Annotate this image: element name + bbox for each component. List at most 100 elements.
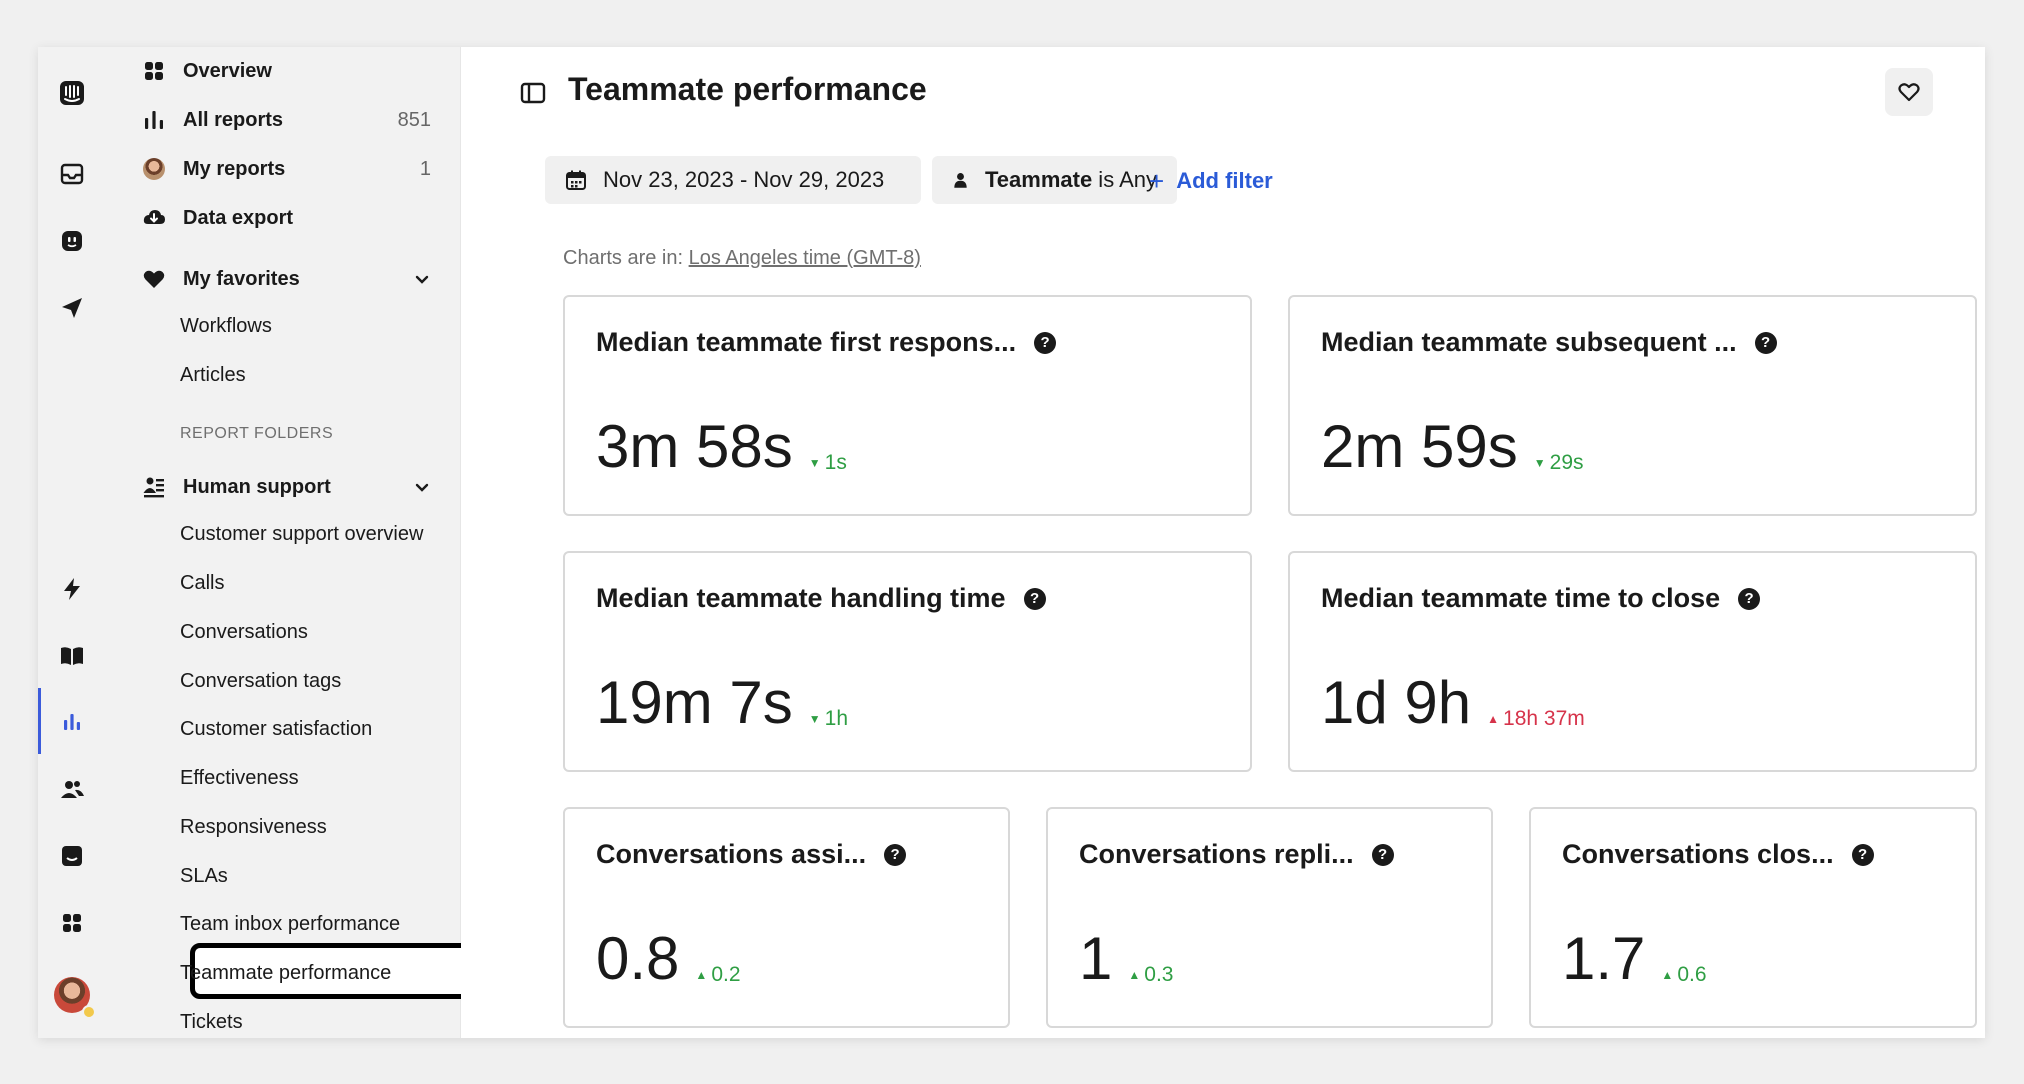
icon-rail [38,47,106,1038]
messages-icon[interactable] [52,836,92,876]
contacts-icon[interactable] [52,769,92,809]
folder-item-conversation-tags[interactable]: Conversation tags [180,670,342,692]
teammate-filter-value: is Any [1092,167,1157,192]
timezone-note: Charts are in: Los Angeles time (GMT-8) [563,247,921,270]
apps-icon[interactable] [52,903,92,943]
folder-item-tickets[interactable]: Tickets [180,1011,243,1033]
bar-chart-icon [141,107,167,133]
active-indicator [38,688,41,754]
inbox-icon[interactable] [52,154,92,194]
reports-icon[interactable] [52,702,92,742]
teammate-filter[interactable]: Teammate is Any [932,156,1177,204]
triangle-up-icon: ▲ [1128,968,1141,982]
folder-item-effectiveness[interactable]: Effectiveness [180,767,299,789]
help-icon[interactable]: ? [884,843,907,866]
help-icon[interactable]: ? [1034,331,1057,354]
help-icon[interactable]: ? [1371,843,1394,866]
metric-delta: ▲ 0.6 [1661,963,1706,987]
report-count: 851 [397,108,431,131]
nav-label: My reports [183,157,286,180]
nav-data-export[interactable]: Data export [141,200,431,236]
metric-delta: ▲ 18h 37m [1487,707,1585,731]
delta-text: 1h [824,707,849,730]
metric-title: Conversations repli... [1079,839,1354,869]
delta-text: 29s [1549,451,1584,474]
folder-item-customer-support-overview[interactable]: Customer support overview [180,523,424,545]
heart-icon [141,266,167,292]
metric-card[interactable]: Median teammate subsequent ...? 2m 59s ▼ 2… [1288,295,1977,516]
metric-delta: ▼ 29s [1534,451,1584,475]
metric-delta: ▼ 1h [809,707,848,731]
help-icon[interactable]: ? [1738,587,1761,610]
metric-delta: ▲ 0.3 [1128,963,1173,987]
folder-item-calls[interactable]: Calls [180,572,225,594]
help-icon[interactable]: ? [1851,843,1874,866]
help-icon[interactable]: ? [1023,587,1046,610]
date-range-filter[interactable]: Nov 23, 2023 - Nov 29, 2023 [545,156,921,204]
folder-label: Human support [183,475,331,498]
metric-card[interactable]: Median teammate time to close? 1d 9h ▲ 18h… [1288,551,1977,772]
help-icon[interactable]: ? [1754,331,1777,354]
triangle-down-icon: ▼ [808,456,821,470]
chevron-down-icon[interactable] [413,478,431,496]
folder-item-customer-satisfaction[interactable]: Customer satisfaction [180,718,373,740]
folder-human-support[interactable]: Human support [141,469,431,505]
teammate-filter-key: Teammate [984,167,1093,192]
chevron-down-icon[interactable] [413,270,431,288]
nav-overview[interactable]: Overview [141,53,431,89]
folder-item-slas[interactable]: SLAs [180,865,228,887]
metric-card[interactable]: Conversations repli...? 1 ▲ 0.3 [1046,807,1493,1028]
favorite-item-workflows[interactable]: Workflows [180,315,272,337]
metric-title: Median teammate first respons... [596,327,1017,357]
page-title: Teammate performance [568,71,927,107]
nav-label: Overview [183,59,272,82]
triangle-down-icon: ▼ [1533,456,1546,470]
favorites-label: My favorites [183,267,300,290]
send-icon[interactable] [52,288,92,328]
metric-delta: ▲ 0.2 [695,963,740,987]
metric-card[interactable]: Conversations assi...? 0.8 ▲ 0.2 [563,807,1010,1028]
nav-label: All reports [183,108,284,131]
favorite-button[interactable] [1885,68,1933,116]
metric-value: 1d 9h [1321,669,1472,736]
delta-text: 18h 37m [1503,707,1585,730]
add-filter-button[interactable]: + Add filter [1149,163,1273,199]
folder-item-conversations[interactable]: Conversations [180,621,308,643]
triangle-up-icon: ▲ [1661,968,1674,982]
metric-value: 1.7 [1562,925,1646,992]
metric-title: Median teammate handling time [596,583,1006,613]
nav-my-reports[interactable]: My reports 1 [141,151,431,187]
metric-value: 0.8 [596,925,680,992]
folder-item-team-inbox-performance[interactable]: Team inbox performance [180,913,401,935]
favorites-header[interactable]: My favorites [141,261,431,297]
avatar [143,158,165,180]
metric-title: Median teammate time to close [1321,583,1721,613]
metric-title: Conversations clos... [1562,839,1834,869]
metric-card[interactable]: Median teammate handling time? 19m 7s ▼ 1h [563,551,1252,772]
reports-sidebar: Overview All reports 851 My reports 1 Da… [106,47,504,1038]
main-content: Teammate performance Nov 23, 2023 - Nov … [461,47,1985,1038]
sidebar-toggle-icon[interactable] [519,79,547,107]
intercom-logo-icon[interactable] [52,73,92,113]
bot-icon[interactable] [52,221,92,261]
nav-label: Data export [183,206,294,229]
triangle-down-icon: ▼ [808,712,821,726]
people-list-icon [141,474,167,500]
triangle-up-icon: ▲ [1487,712,1500,726]
nav-all-reports[interactable]: All reports 851 [141,102,431,138]
date-range-text: Nov 23, 2023 - Nov 29, 2023 [603,167,885,192]
metric-card[interactable]: Median teammate first respons...? 3m 58s… [563,295,1252,516]
lightning-icon[interactable] [52,569,92,609]
favorite-item-articles[interactable]: Articles [180,364,246,386]
add-filter-label: Add filter [1176,168,1273,193]
plus-icon: + [1149,165,1165,196]
book-icon[interactable] [52,636,92,676]
section-label: REPORT FOLDERS [180,425,334,442]
folder-item-responsiveness[interactable]: Responsiveness [180,816,327,838]
timezone-prefix: Charts are in: [563,247,689,269]
metric-card[interactable]: Conversations clos...? 1.7 ▲ 0.6 [1529,807,1977,1028]
folder-item-teammate-performance[interactable]: Teammate performance [180,962,392,984]
metric-value: 3m 58s [596,413,793,480]
metric-value: 1 [1079,925,1113,992]
timezone-link[interactable]: Los Angeles time (GMT-8) [688,247,921,269]
